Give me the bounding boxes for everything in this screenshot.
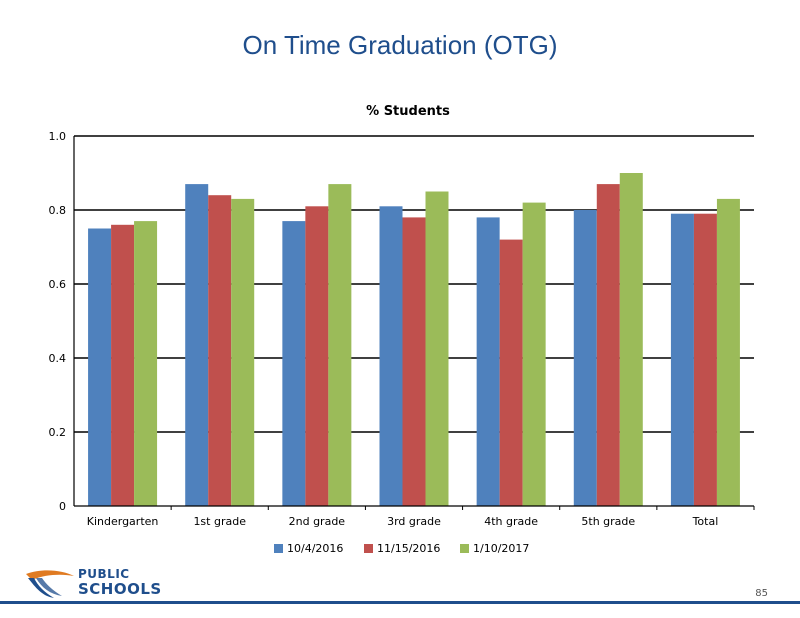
axes	[73, 136, 754, 507]
bars	[88, 173, 740, 507]
y-tick-label: 0.4	[49, 352, 67, 365]
x-tick-label: 1st grade	[193, 515, 246, 528]
x-tick-label: Kindergarten	[87, 515, 159, 528]
chart-title: % Students	[366, 104, 450, 119]
y-tick-label: 0	[59, 500, 66, 513]
legend-label: 11/15/2016	[377, 542, 440, 555]
bar-chart: % Students 0 0.2 0.4 0.6 0.8 1.0 Kindergarten…	[49, 104, 755, 555]
y-tick-label: 1.0	[49, 130, 67, 143]
legend-swatch	[460, 544, 469, 553]
y-tick-label: 0.2	[49, 426, 67, 439]
page-number: 85	[755, 588, 768, 599]
bar	[670, 213, 694, 506]
bar	[596, 184, 620, 506]
x-tick-label: 5th grade	[581, 515, 635, 528]
bar	[573, 210, 597, 506]
legend-label: 10/4/2016	[287, 542, 343, 555]
bar	[231, 198, 255, 506]
bar	[328, 184, 352, 506]
slide-title: On Time Graduation (OTG)	[242, 30, 558, 60]
bar	[476, 217, 500, 506]
bar	[499, 239, 523, 506]
logo-swoosh-icon	[26, 570, 74, 598]
x-tick-label: 3rd grade	[387, 515, 441, 528]
y-tick-label: 0.8	[49, 204, 67, 217]
bar	[88, 228, 112, 506]
logo-text-public: PUBLIC	[78, 567, 130, 581]
bar	[402, 217, 426, 506]
footer-rule	[0, 601, 800, 604]
public-schools-logo: PUBLIC SCHOOLS	[22, 566, 172, 600]
y-axis-ticks: 0 0.2 0.4 0.6 0.8 1.0	[49, 130, 67, 513]
legend-swatch	[364, 544, 373, 553]
bar	[522, 202, 546, 506]
legend-swatch	[274, 544, 283, 553]
bar	[693, 213, 717, 506]
logo-text-schools: SCHOOLS	[78, 580, 162, 598]
bar	[111, 224, 135, 507]
bar	[619, 173, 643, 506]
legend-label: 1/10/2017	[473, 542, 529, 555]
x-axis-ticks: Kindergarten 1st grade 2nd grade 3rd grade 4…	[87, 506, 755, 528]
bar	[379, 206, 403, 507]
x-tick-label: 4th grade	[484, 515, 538, 528]
x-tick-label: 2nd grade	[289, 515, 346, 528]
legend: 10/4/2016 11/15/2016 1/10/2017	[274, 542, 529, 555]
bar	[134, 221, 158, 506]
bar	[425, 191, 449, 506]
x-tick-label: Total	[692, 515, 719, 528]
bar	[282, 221, 306, 506]
bar	[305, 206, 329, 507]
bar	[208, 195, 232, 506]
bar	[185, 184, 209, 506]
y-tick-label: 0.6	[49, 278, 67, 291]
bar	[716, 198, 740, 506]
